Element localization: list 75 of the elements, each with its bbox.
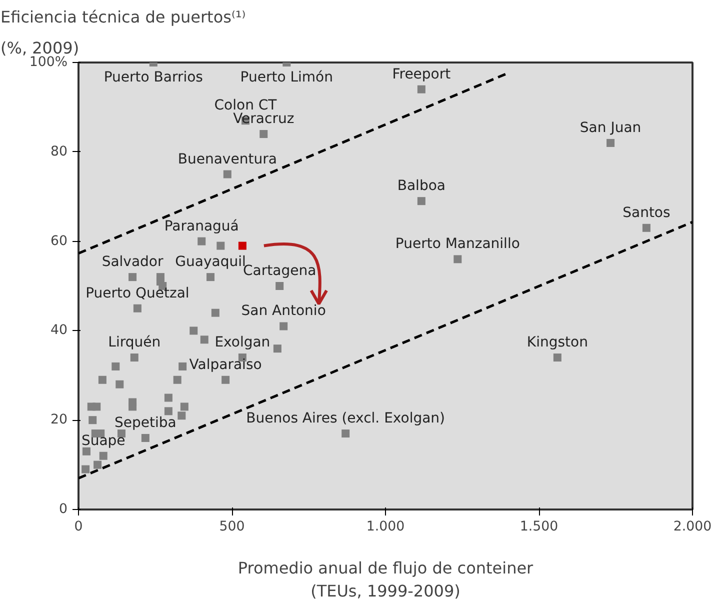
point: [273, 344, 282, 353]
point: [260, 130, 268, 138]
point: [116, 380, 124, 388]
y-tick-label: 100%: [29, 55, 68, 70]
annotation: Kingston: [526, 334, 588, 351]
annotation: Suape: [81, 432, 126, 449]
point: [112, 362, 120, 370]
annotation: San Juan: [580, 120, 642, 136]
annotation: Salvador: [102, 254, 164, 270]
point: [198, 237, 206, 246]
annotation: Veracruz: [233, 111, 294, 128]
x-axis-title: Promedio anual de flujo de conteiner (TEUs, 1999-2009): [238, 558, 534, 600]
y-tick-label: 0: [59, 502, 68, 517]
point: [454, 255, 462, 264]
annotation: Sepetiba: [114, 414, 176, 431]
point: [128, 402, 137, 411]
point: [417, 85, 426, 94]
point: [178, 362, 187, 370]
annotation: Puerto Barrios: [104, 70, 203, 86]
point: [211, 308, 220, 317]
annotation: Buenaventura: [178, 151, 277, 168]
point: [190, 326, 198, 335]
point: [164, 394, 172, 402]
point: [128, 273, 137, 282]
point: [200, 336, 208, 344]
point: [206, 273, 215, 282]
point: [280, 322, 288, 330]
point: [82, 465, 90, 474]
x-tick-label: 0: [74, 520, 83, 534]
y-tick-label: 80: [50, 144, 68, 160]
annotation: Valparaiso: [189, 356, 262, 373]
y-tick-label: 20: [50, 412, 68, 428]
chart-subtitle: (%, 2009): [0, 38, 80, 58]
annotation: Puerto Quetzal: [86, 285, 190, 302]
point: [92, 402, 101, 411]
annotation: Paranaguá: [164, 218, 239, 234]
point: [222, 376, 230, 384]
point: [88, 416, 97, 424]
annotation: Puerto Limón: [240, 70, 334, 86]
point: [417, 197, 426, 206]
point: [164, 407, 172, 416]
annotation: Colon CT: [214, 98, 278, 114]
point: [98, 376, 106, 384]
annotation: Lirquén: [108, 334, 161, 351]
point: [133, 304, 142, 312]
x-tick-label: 500: [219, 520, 245, 534]
chart-title: Eficiencia técnica de puertos⁽¹⁾: [0, 8, 246, 26]
point: [276, 282, 284, 290]
point: [553, 354, 562, 362]
point: [223, 170, 232, 178]
point: [180, 402, 188, 411]
point: [178, 412, 186, 420]
annotation: Cartagena: [243, 263, 316, 279]
point: [99, 452, 108, 460]
y-tick-label: 60: [50, 234, 68, 249]
point: [342, 430, 350, 438]
x-tick-label: 2.000: [673, 520, 712, 534]
point: [642, 224, 650, 232]
point: [130, 354, 138, 362]
point: [238, 242, 246, 250]
point: [173, 376, 182, 384]
point: [141, 434, 150, 442]
annotation: Balboa: [397, 178, 446, 194]
annotation: Freeport: [392, 66, 452, 82]
point: [216, 242, 225, 250]
point: [94, 460, 102, 469]
annotation: San Antonio: [241, 303, 326, 320]
annotation: Exolgan: [214, 334, 270, 351]
point: [606, 138, 615, 147]
annotation: Puerto Manzanillo: [395, 236, 520, 252]
x-tick-label: 1.500: [520, 520, 558, 534]
annotation: Buenos Aires (excl. Exolgan): [246, 410, 446, 427]
annotation: Santos: [622, 204, 670, 221]
x-tick-label: 1.000: [366, 520, 405, 534]
y-tick-label: 40: [50, 323, 68, 338]
